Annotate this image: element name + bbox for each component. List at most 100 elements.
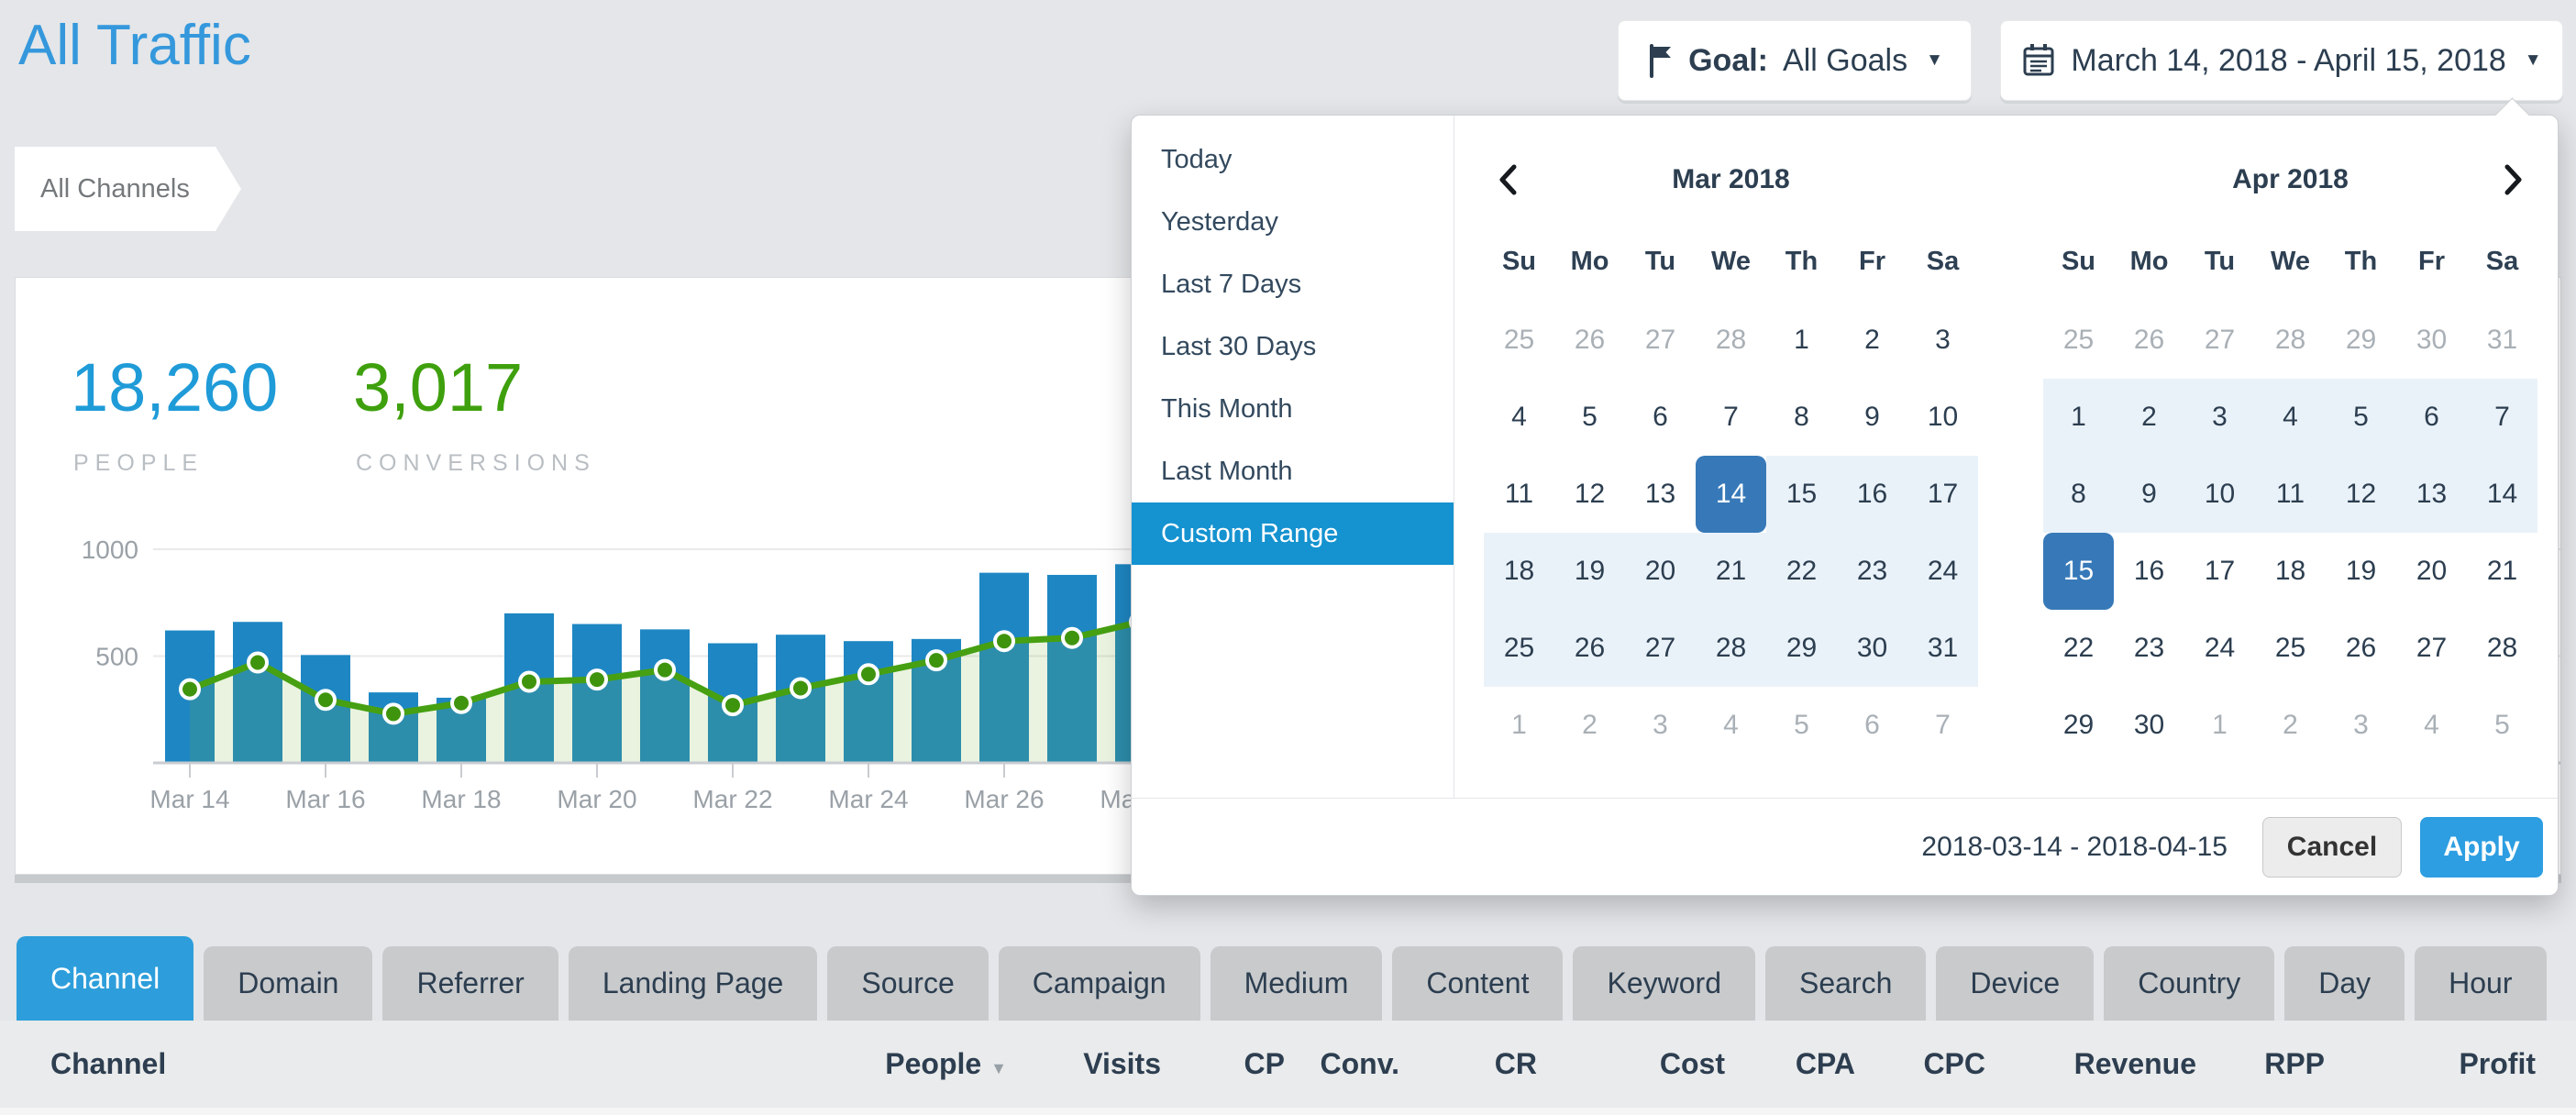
calendar-day[interactable]: 8 [2043, 456, 2114, 533]
column-header-rpp[interactable]: RPP [2196, 1047, 2325, 1081]
calendar-day[interactable]: 8 [1794, 402, 1809, 432]
column-header-visits[interactable]: Visits [1007, 1047, 1161, 1081]
column-header-cp[interactable]: CP [1161, 1047, 1285, 1081]
calendar-day[interactable]: 15 [2043, 533, 2114, 610]
calendar-day[interactable]: 5 [2326, 379, 2396, 456]
apply-button[interactable]: Apply [2420, 816, 2543, 878]
tab-day[interactable]: Day [2284, 946, 2405, 1021]
tab-domain[interactable]: Domain [204, 946, 373, 1021]
calendar-day[interactable]: 16 [2133, 556, 2165, 586]
datepicker-preset-this-month[interactable]: This Month [1161, 393, 1293, 424]
calendar-day[interactable]: 9 [1864, 402, 1880, 432]
calendar-day[interactable]: 6 [1864, 710, 1880, 740]
calendar-day[interactable]: 1 [2043, 379, 2114, 456]
calendar-day[interactable]: 9 [2114, 456, 2184, 533]
calendar-day[interactable]: 13 [1644, 479, 1676, 509]
calendar-day[interactable]: 27 [1644, 325, 1676, 355]
tab-content[interactable]: Content [1392, 946, 1564, 1021]
calendar-day[interactable]: 3 [2353, 710, 2369, 740]
calendar-day[interactable]: 31 [2486, 325, 2518, 355]
calendar-day[interactable]: 4 [1723, 710, 1739, 740]
calendar-day[interactable]: 5 [1582, 402, 1598, 432]
tab-campaign[interactable]: Campaign [998, 946, 1200, 1021]
calendar-day[interactable]: 3 [1935, 325, 1951, 355]
calendar-day[interactable]: 3 [1653, 710, 1668, 740]
calendar-day[interactable]: 5 [2494, 710, 2510, 740]
calendar-day[interactable]: 2 [1864, 325, 1880, 355]
calendar-day[interactable]: 25 [1503, 325, 1535, 355]
chevron-left-icon[interactable] [1487, 161, 1528, 198]
datepicker-preset-last-30-days[interactable]: Last 30 Days [1161, 331, 1317, 361]
calendar-day[interactable]: 20 [2416, 556, 2448, 586]
tab-source[interactable]: Source [827, 946, 989, 1021]
calendar-day[interactable]: 18 [2274, 556, 2306, 586]
calendar-day[interactable]: 25 [2274, 633, 2306, 663]
calendar-day[interactable]: 4 [2255, 379, 2326, 456]
calendar-day[interactable]: 17 [1907, 456, 1978, 533]
column-header-cpa[interactable]: CPA [1725, 1047, 1855, 1081]
calendar-day[interactable]: 27 [2416, 633, 2448, 663]
calendar-day[interactable]: 1 [1511, 710, 1527, 740]
column-header-people[interactable]: People ▼ [809, 1047, 1007, 1081]
tab-keyword[interactable]: Keyword [1573, 946, 1755, 1021]
calendar-day[interactable]: 30 [2416, 325, 2448, 355]
calendar-day[interactable]: 14 [1696, 456, 1766, 533]
column-header-conv-[interactable]: Conv. [1285, 1047, 1399, 1081]
calendar-day[interactable]: 29 [2345, 325, 2377, 355]
calendar-day[interactable]: 19 [2345, 556, 2377, 586]
calendar-day[interactable]: 24 [1907, 533, 1978, 610]
calendar-day[interactable]: 10 [1927, 402, 1959, 432]
calendar-day[interactable]: 29 [2062, 710, 2095, 740]
calendar-day[interactable]: 28 [1715, 325, 1747, 355]
calendar-day[interactable]: 19 [1554, 533, 1625, 610]
calendar-day[interactable]: 7 [1935, 710, 1951, 740]
tab-channel[interactable]: Channel [17, 936, 194, 1021]
calendar-day[interactable]: 23 [1837, 533, 1907, 610]
tab-search[interactable]: Search [1764, 946, 1927, 1021]
column-header-channel[interactable]: Channel [0, 1047, 809, 1081]
calendar-day[interactable]: 2 [2283, 710, 2298, 740]
calendar-day[interactable]: 24 [2204, 633, 2236, 663]
calendar-day[interactable]: 27 [2204, 325, 2236, 355]
calendar-day[interactable]: 11 [1504, 479, 1534, 509]
calendar-day[interactable]: 12 [2326, 456, 2396, 533]
calendar-day[interactable]: 25 [2062, 325, 2095, 355]
calendar-day[interactable]: 7 [1723, 402, 1739, 432]
calendar-day[interactable]: 22 [2062, 633, 2095, 663]
calendar-day[interactable]: 26 [1574, 325, 1606, 355]
cancel-button[interactable]: Cancel [2262, 816, 2402, 878]
calendar-day[interactable]: 10 [2184, 456, 2255, 533]
calendar-day[interactable]: 21 [2486, 556, 2518, 586]
calendar-day[interactable]: 30 [1837, 610, 1907, 687]
calendar-day[interactable]: 17 [2204, 556, 2236, 586]
tab-hour[interactable]: Hour [2415, 946, 2547, 1021]
datepicker-preset-last-month[interactable]: Last Month [1161, 456, 1293, 486]
calendar-day[interactable]: 21 [1696, 533, 1766, 610]
date-range-button[interactable]: March 14, 2018 - April 15, 2018 ▼ [2000, 20, 2563, 101]
column-header-cpc[interactable]: CPC [1855, 1047, 1985, 1081]
calendar-day[interactable]: 26 [2133, 325, 2165, 355]
calendar-day[interactable]: 31 [1907, 610, 1978, 687]
tab-device[interactable]: Device [1936, 946, 2095, 1021]
calendar-day[interactable]: 1 [1794, 325, 1809, 355]
calendar-day[interactable]: 28 [2274, 325, 2306, 355]
calendar-day[interactable]: 11 [2255, 456, 2326, 533]
goal-dropdown-button[interactable]: Goal: All Goals ▼ [1618, 20, 1972, 101]
calendar-day[interactable]: 1 [2212, 710, 2228, 740]
calendar-day[interactable]: 27 [1625, 610, 1696, 687]
calendar-day[interactable]: 6 [2396, 379, 2467, 456]
tab-landing-page[interactable]: Landing Page [568, 946, 818, 1021]
calendar-day[interactable]: 18 [1484, 533, 1554, 610]
calendar-day[interactable]: 29 [1766, 610, 1837, 687]
calendar-day[interactable]: 30 [2133, 710, 2165, 740]
calendar-day[interactable]: 12 [1574, 479, 1606, 509]
calendar-day[interactable]: 2 [2114, 379, 2184, 456]
calendar-day[interactable]: 16 [1837, 456, 1907, 533]
calendar-day[interactable]: 20 [1625, 533, 1696, 610]
column-header-revenue[interactable]: Revenue [1985, 1047, 2196, 1081]
calendar-day[interactable]: 4 [2424, 710, 2439, 740]
calendar-day[interactable]: 13 [2396, 456, 2467, 533]
calendar-day[interactable]: 26 [1554, 610, 1625, 687]
tab-country[interactable]: Country [2104, 946, 2275, 1021]
datepicker-preset-yesterday[interactable]: Yesterday [1161, 206, 1278, 237]
